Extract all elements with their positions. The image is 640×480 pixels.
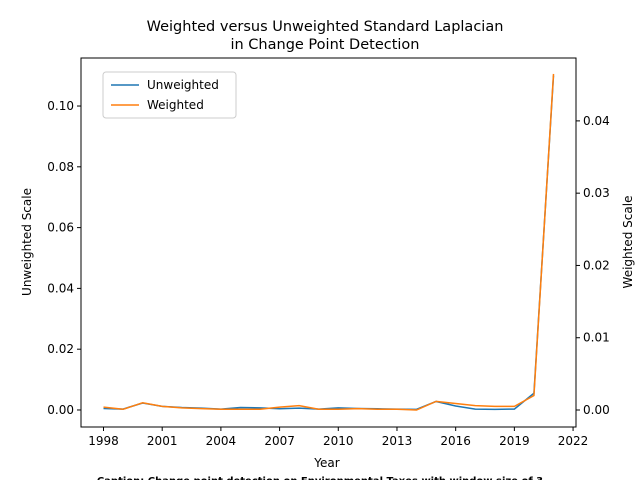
chart-title: Weighted versus Unweighted Standard Lapl… [147,19,504,35]
y2-axis-label: Weighted Scale [621,196,635,289]
y2-tick-label: 0.00 [583,403,610,417]
x-tick-label: 2016 [440,434,471,448]
x-tick-label: 1998 [88,434,119,448]
y-tick-label: 0.02 [47,342,74,356]
y-tick-label: 0.10 [47,99,74,113]
y-tick-label: 0.08 [47,160,74,174]
y-tick-label: 0.04 [47,281,74,295]
series-line [103,75,555,411]
y-axis-label: Unweighted Scale [20,188,34,296]
y2-tick-label: 0.02 [583,258,610,272]
x-tick-label: 2007 [264,434,295,448]
x-tick-label: 2010 [323,434,354,448]
y2-tick-label: 0.01 [583,331,610,345]
x-tick-label: 2004 [206,434,237,448]
legend-label: Unweighted [147,78,219,92]
x-tick-label: 2013 [382,434,413,448]
x-tick-label: 2001 [147,434,178,448]
series-line [103,73,555,411]
y-tick-label: 0.00 [47,403,74,417]
x-tick-label: 2019 [499,434,530,448]
y2-tick-label: 0.03 [583,186,610,200]
y2-tick-label: 0.04 [583,114,610,128]
chart-title: in Change Point Detection [230,37,419,53]
caption: Caption: Change point detection on Envir… [97,476,543,480]
legend-label: Weighted [147,98,204,112]
y-tick-label: 0.06 [47,221,74,235]
x-axis-label: Year [313,456,339,470]
x-tick-label: 2022 [558,434,589,448]
legend-box [102,71,237,119]
plot-frame [80,57,577,428]
